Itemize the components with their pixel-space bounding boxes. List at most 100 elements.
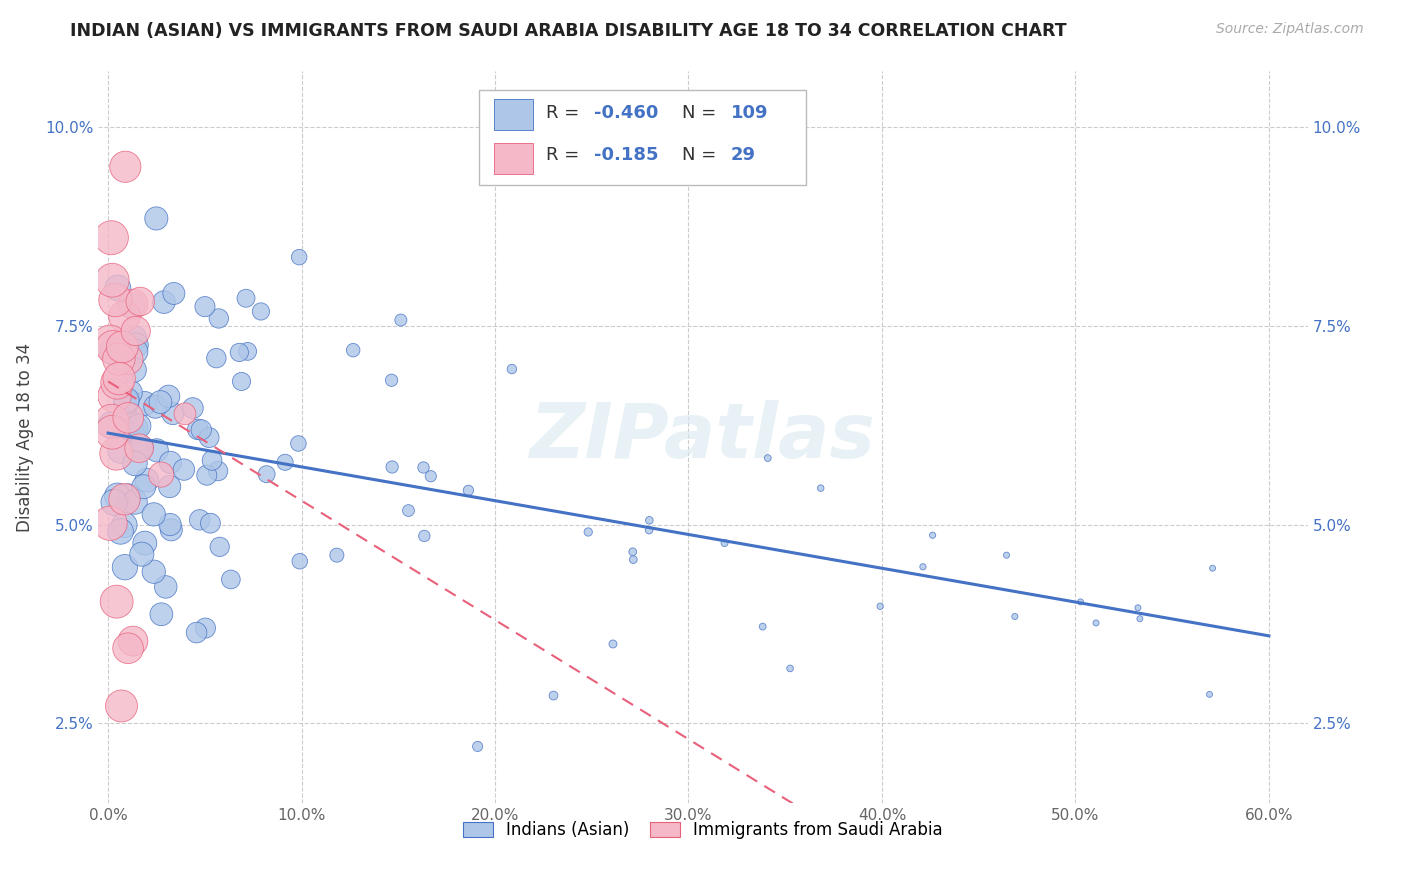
- Point: [114, 492, 136, 507]
- Point: [208, 311, 231, 326]
- Point: [173, 462, 195, 476]
- Point: [122, 363, 145, 377]
- Point: [155, 580, 177, 594]
- Point: [235, 291, 257, 305]
- Point: [132, 480, 155, 494]
- Point: [756, 451, 779, 466]
- Point: [457, 483, 479, 498]
- Point: [105, 594, 128, 608]
- Point: [114, 160, 136, 174]
- Point: [621, 545, 644, 559]
- Point: [159, 455, 181, 469]
- Text: R =: R =: [546, 146, 591, 164]
- Point: [174, 407, 197, 421]
- Point: [200, 516, 222, 531]
- Point: [125, 338, 148, 352]
- Point: [187, 422, 209, 436]
- Point: [121, 425, 143, 440]
- Point: [236, 344, 259, 359]
- Point: [112, 310, 135, 324]
- Point: [150, 607, 173, 622]
- Point: [186, 625, 208, 640]
- Point: [188, 513, 211, 527]
- Point: [162, 407, 184, 421]
- FancyBboxPatch shape: [479, 90, 806, 185]
- Text: -0.460: -0.460: [595, 104, 658, 122]
- Point: [419, 469, 441, 483]
- Point: [115, 393, 138, 408]
- Point: [142, 565, 165, 579]
- Point: [149, 395, 172, 409]
- Point: [125, 324, 148, 338]
- Text: Source: ZipAtlas.com: Source: ZipAtlas.com: [1216, 22, 1364, 37]
- Point: [101, 340, 124, 354]
- Point: [122, 634, 145, 648]
- Point: [219, 573, 242, 587]
- Point: [163, 286, 186, 301]
- Point: [921, 528, 943, 542]
- Point: [501, 362, 523, 376]
- Point: [389, 313, 412, 327]
- Point: [467, 739, 489, 754]
- Point: [108, 371, 131, 385]
- Point: [413, 529, 436, 543]
- Point: [117, 352, 139, 367]
- Point: [995, 548, 1018, 562]
- Text: N =: N =: [682, 104, 723, 122]
- Legend: Indians (Asian), Immigrants from Saudi Arabia: Indians (Asian), Immigrants from Saudi A…: [457, 814, 949, 846]
- Point: [412, 460, 434, 475]
- Point: [118, 385, 141, 400]
- Point: [208, 540, 231, 554]
- Point: [124, 456, 146, 470]
- Point: [128, 440, 150, 454]
- Text: -0.185: -0.185: [595, 146, 658, 164]
- Point: [159, 479, 181, 493]
- Point: [103, 495, 125, 509]
- Point: [101, 425, 124, 440]
- Point: [131, 547, 153, 561]
- Point: [621, 552, 644, 566]
- Point: [128, 441, 150, 455]
- Point: [100, 230, 122, 244]
- Point: [250, 304, 273, 318]
- Point: [1201, 561, 1223, 575]
- Point: [110, 698, 132, 713]
- Text: ZIPatlas: ZIPatlas: [530, 401, 876, 474]
- Point: [602, 637, 624, 651]
- Point: [181, 401, 204, 416]
- Point: [380, 373, 402, 387]
- Point: [869, 599, 891, 614]
- Point: [1004, 609, 1026, 624]
- Point: [157, 389, 180, 403]
- Point: [115, 416, 138, 430]
- Point: [288, 554, 311, 568]
- Point: [110, 524, 132, 539]
- Point: [110, 443, 132, 458]
- Text: INDIAN (ASIAN) VS IMMIGRANTS FROM SAUDI ARABIA DISABILITY AGE 18 TO 34 CORRELATI: INDIAN (ASIAN) VS IMMIGRANTS FROM SAUDI …: [70, 22, 1067, 40]
- Point: [190, 423, 212, 437]
- Point: [911, 559, 934, 574]
- Point: [1126, 600, 1149, 615]
- Point: [145, 400, 167, 414]
- Text: R =: R =: [546, 104, 585, 122]
- Point: [381, 460, 404, 475]
- Point: [114, 560, 136, 574]
- Point: [287, 436, 309, 450]
- Point: [145, 443, 167, 458]
- Point: [810, 481, 832, 495]
- Point: [207, 464, 229, 478]
- Point: [194, 300, 217, 314]
- Point: [198, 431, 221, 445]
- Point: [1069, 595, 1091, 609]
- FancyBboxPatch shape: [494, 143, 533, 174]
- Point: [117, 489, 139, 503]
- Point: [117, 410, 139, 425]
- Point: [150, 467, 173, 482]
- Point: [124, 331, 146, 345]
- Point: [117, 641, 139, 656]
- Point: [398, 503, 420, 517]
- Point: [288, 250, 311, 264]
- Point: [145, 211, 167, 226]
- Text: 29: 29: [731, 146, 756, 164]
- Point: [98, 516, 121, 531]
